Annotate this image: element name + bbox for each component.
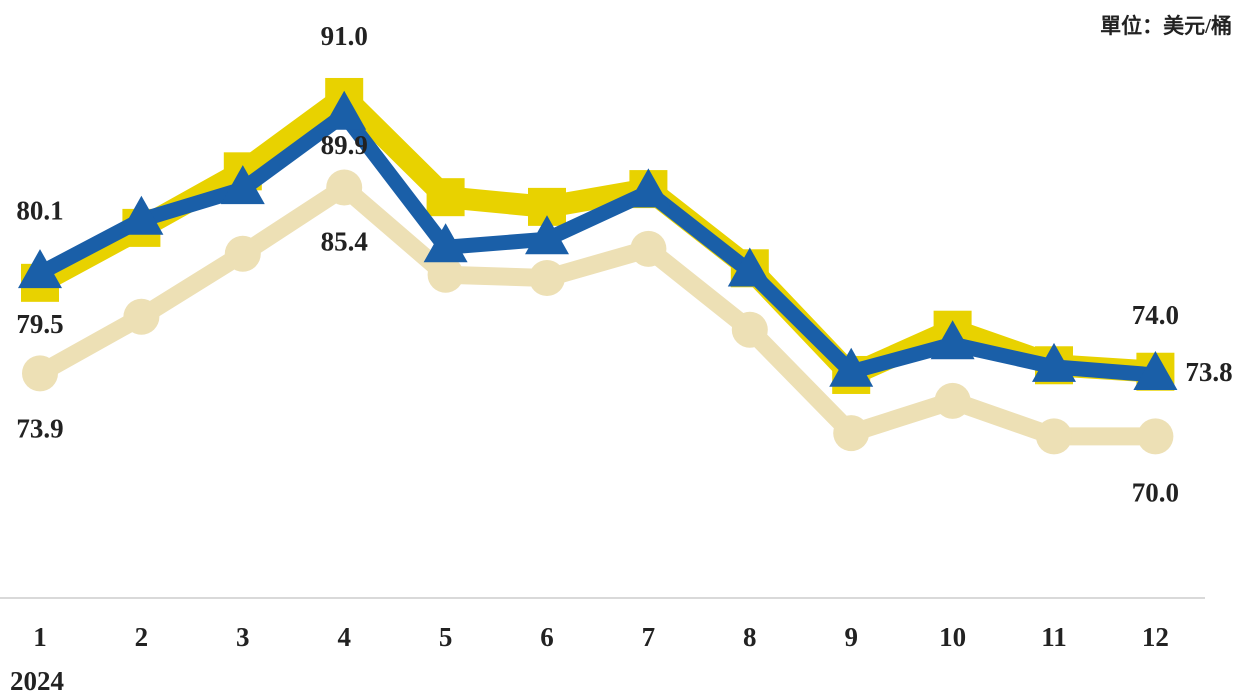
data-label: 74.0 [1132, 300, 1179, 330]
point [426, 178, 465, 217]
point [934, 382, 971, 419]
point [220, 165, 265, 205]
x-tick-label: 10 [939, 622, 966, 652]
point [630, 230, 667, 267]
unit-label: 單位：美元/桶 [1100, 14, 1232, 38]
series-line [35, 178, 1156, 446]
x-tick-label: 12 [1142, 622, 1169, 652]
point [930, 320, 975, 360]
x-tick-label: 1 [33, 622, 47, 652]
point [224, 235, 261, 272]
x-tick-label: 11 [1041, 622, 1067, 652]
x-tick-label: 2 [135, 622, 149, 652]
point [123, 298, 160, 335]
point [1036, 418, 1072, 455]
data-label: 91.0 [321, 21, 368, 51]
point [731, 311, 768, 348]
x-tick-label: 9 [844, 622, 858, 652]
data-label: 89.9 [321, 130, 368, 160]
data-label: 85.4 [321, 227, 368, 257]
x-axis-label: 2024 [10, 666, 64, 696]
point [1137, 418, 1174, 455]
series-line [36, 107, 1156, 383]
data-label: 80.1 [16, 195, 63, 225]
point [427, 256, 464, 293]
point [626, 168, 671, 208]
point [22, 355, 58, 392]
point [829, 347, 874, 387]
point [1133, 350, 1178, 390]
point [18, 249, 62, 289]
data-label: 70.0 [1132, 478, 1179, 508]
x-tick-label: 5 [439, 622, 453, 652]
x-tick-label: 6 [540, 622, 554, 652]
point [727, 247, 772, 287]
point [525, 215, 569, 255]
data-label: 79.5 [16, 309, 63, 339]
point [119, 195, 164, 235]
point [1032, 342, 1076, 382]
x-tick-label: 7 [642, 622, 656, 652]
point [529, 259, 565, 296]
x-tick-label: 4 [337, 622, 351, 652]
point [833, 415, 870, 452]
data-label: 73.8 [1185, 357, 1232, 387]
x-tick-label: 8 [743, 622, 757, 652]
x-tick-label: 3 [236, 622, 250, 652]
series-line [34, 85, 1157, 386]
data-label: 73.9 [16, 414, 63, 444]
point [322, 90, 367, 130]
point [423, 223, 468, 263]
point [326, 169, 363, 206]
